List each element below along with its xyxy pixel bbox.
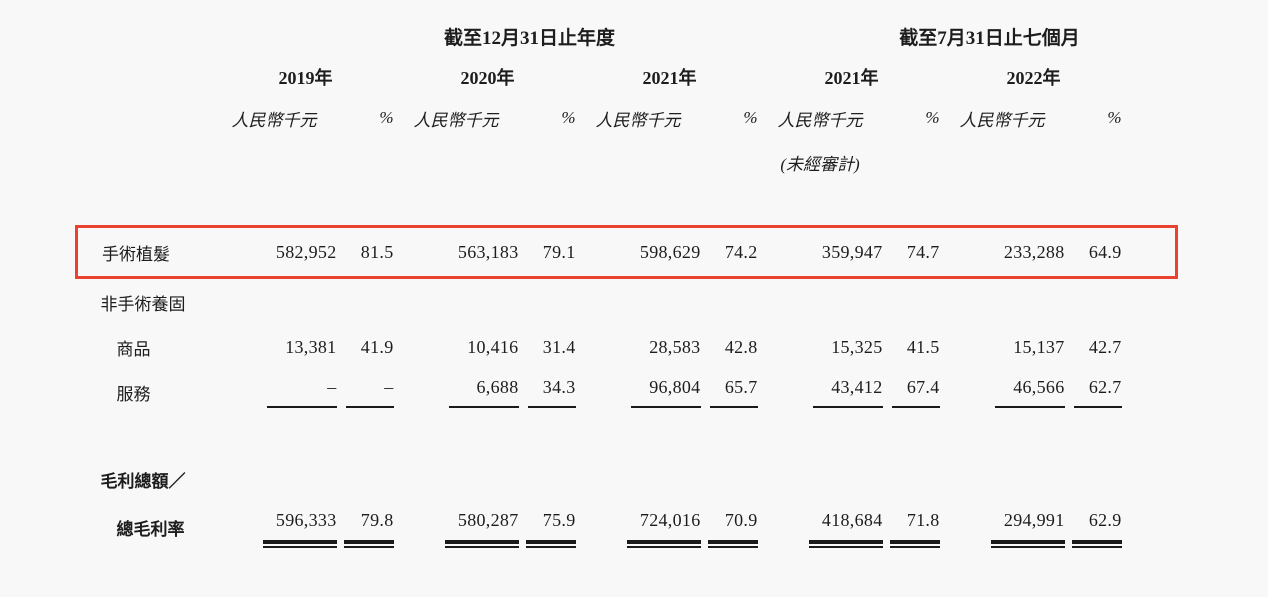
- percent-header: %: [561, 108, 576, 127]
- row-total-label: 毛利總額／: [77, 459, 1177, 499]
- row-total-values: 總毛利率 596,333 79.8 580,287 75.9 724,016 7…: [77, 499, 1177, 555]
- cell-value: 724,016: [576, 499, 701, 555]
- unit-header: 人民幣千元: [413, 110, 499, 130]
- group-header-annual: 截至12月31日止年度: [444, 27, 616, 49]
- cell-value: 359,947: [821, 241, 883, 262]
- cell-pct: 62.7: [1065, 369, 1122, 416]
- cell-value: 233,288: [1003, 241, 1065, 262]
- unit-header: 人民幣千元: [959, 110, 1045, 130]
- cell-pct: 70.9: [701, 499, 758, 555]
- cell-pct: 31.4: [542, 336, 576, 357]
- cell-value: –: [212, 369, 337, 416]
- row-goods: 商品 13,381 41.9 10,416 31.4 28,583 42.8 1…: [77, 325, 1177, 369]
- cell-pct: 79.8: [337, 499, 394, 555]
- unaudited-note: (未經審計): [780, 154, 860, 174]
- cell-value: 43,412: [758, 369, 883, 416]
- cell-value: 596,333: [212, 499, 337, 555]
- group-header-row: 截至12月31日止年度 截至7月31日止七個月: [77, 14, 1177, 58]
- cell-value: 96,804: [576, 369, 701, 416]
- cell-pct: 62.9: [1065, 499, 1122, 555]
- cell-value: 418,684: [758, 499, 883, 555]
- year-header-2022-7m: 2022年: [1006, 68, 1061, 88]
- unit-header: 人民幣千元: [777, 110, 863, 130]
- year-header-2021-7m: 2021年: [824, 68, 879, 88]
- cell-value: 580,287: [394, 499, 519, 555]
- row-label: 非手術養固: [100, 294, 186, 314]
- year-header-row: 2019年 2020年 2021年 2021年 2022年: [77, 58, 1177, 96]
- row-label: 商品: [116, 339, 151, 359]
- cell-value: 6,688: [394, 369, 519, 416]
- cell-value: 294,991: [940, 499, 1065, 555]
- year-header-2020: 2020年: [460, 68, 515, 88]
- cell-value: 15,325: [831, 336, 883, 357]
- cell-value: 28,583: [649, 336, 701, 357]
- year-header-2021: 2021年: [642, 68, 697, 88]
- row-surgical-hair-transplant highlight-box: 手術植髮 582,952 81.5 563,183 79.1 598,629 7…: [76, 226, 1177, 278]
- row-label: 服務: [116, 385, 151, 404]
- cell-value: 582,952: [275, 241, 337, 262]
- total-label-line1: 毛利總額／: [100, 471, 186, 491]
- cell-pct: 75.9: [519, 499, 576, 555]
- unaudited-note-row: (未經審計): [77, 140, 1177, 184]
- group-header-seven-months: 截至7月31日止七個月: [899, 27, 1080, 49]
- cell-value: 598,629: [639, 241, 701, 262]
- cell-pct: 34.3: [519, 369, 576, 416]
- cell-value: 13,381: [285, 336, 337, 357]
- percent-header: %: [379, 108, 394, 127]
- cell-pct: 67.4: [883, 369, 940, 416]
- cell-pct: 74.2: [724, 241, 758, 262]
- cell-value: 46,566: [940, 369, 1065, 416]
- cell-value: 15,137: [1013, 336, 1065, 357]
- cell-pct: –: [337, 369, 394, 416]
- cell-pct: 65.7: [701, 369, 758, 416]
- cell-pct: 42.8: [724, 336, 758, 357]
- percent-header: %: [1107, 108, 1122, 127]
- cell-pct: 79.1: [542, 241, 576, 262]
- unit-header-row: 人民幣千元 % 人民幣千元 % 人民幣千元 % 人民幣千元 % 人民幣千元 %: [77, 96, 1177, 140]
- cell-pct: 41.9: [360, 336, 394, 357]
- cell-pct: 42.7: [1088, 336, 1122, 357]
- gross-profit-table: 截至12月31日止年度 截至7月31日止七個月 2019年 2020年 2021…: [75, 14, 1178, 555]
- cell-value: 10,416: [467, 336, 519, 357]
- spacer-row: [77, 416, 1177, 459]
- percent-header: %: [743, 108, 758, 127]
- row-label: 手術植髮: [102, 244, 170, 264]
- row-non-surgical-section: 非手術養固: [77, 278, 1177, 326]
- spacer-row: [77, 184, 1177, 227]
- cell-pct: 71.8: [883, 499, 940, 555]
- year-header-2019: 2019年: [278, 68, 333, 88]
- percent-header: %: [925, 108, 940, 127]
- row-services: 服務 – – 6,688 34.3 96,804 65.7 43,412 67.…: [77, 369, 1177, 416]
- unit-header: 人民幣千元: [231, 110, 317, 130]
- cell-value: 563,183: [457, 241, 519, 262]
- cell-pct: 64.9: [1088, 241, 1122, 262]
- total-label-line2: 總毛利率: [116, 519, 185, 539]
- cell-pct: 41.5: [906, 336, 940, 357]
- cell-pct: 74.7: [906, 241, 940, 262]
- cell-pct: 81.5: [360, 241, 394, 262]
- unit-header: 人民幣千元: [595, 110, 681, 130]
